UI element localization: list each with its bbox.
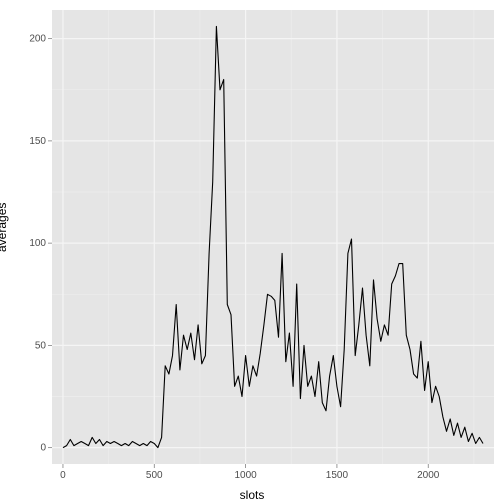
y-tick-label: 200 <box>29 34 46 45</box>
x-tick-label: 0 <box>60 470 66 481</box>
x-tick-label: 1000 <box>234 470 257 481</box>
line-chart: 0 500 1000 1500 2000 0 50 100 150 200 <box>0 0 504 504</box>
x-axis-title: slots <box>240 488 265 502</box>
y-tick-label: 100 <box>29 238 46 249</box>
x-tick-label: 1500 <box>326 470 349 481</box>
y-tick-label: 0 <box>40 443 46 454</box>
x-tick-label: 500 <box>146 470 163 481</box>
y-axis-title: averages <box>0 203 9 252</box>
x-tick-label: 2000 <box>417 470 440 481</box>
y-tick-label: 150 <box>29 136 46 147</box>
y-tick-label: 50 <box>35 340 47 351</box>
